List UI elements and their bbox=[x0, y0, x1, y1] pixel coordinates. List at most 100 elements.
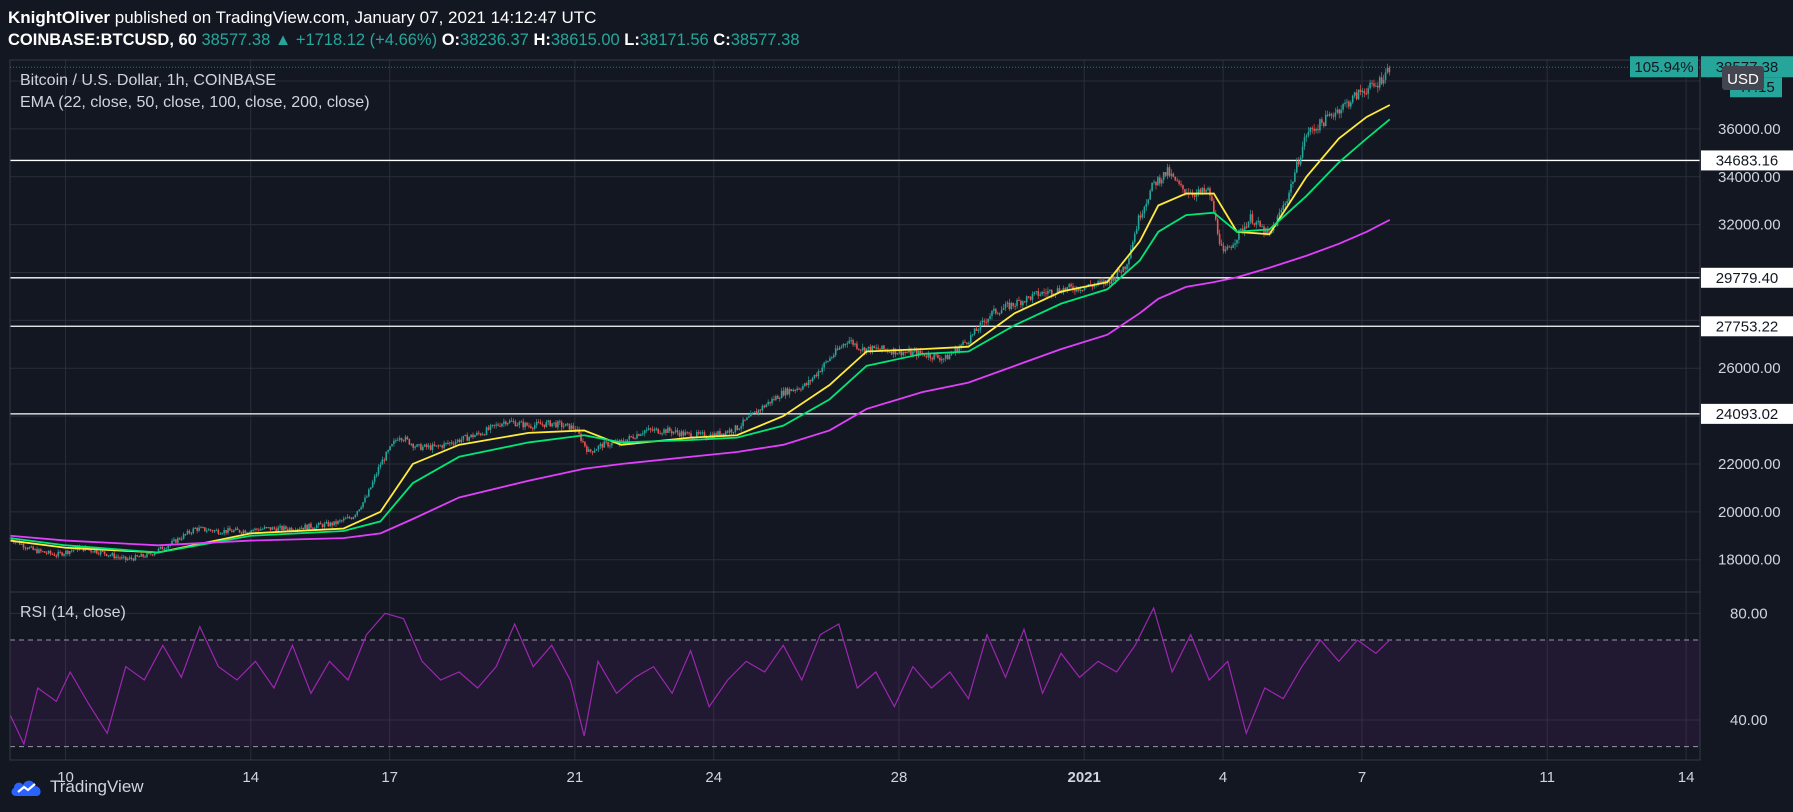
candle-body bbox=[778, 398, 781, 400]
currency-badge[interactable]: USD bbox=[1722, 66, 1764, 90]
candle-body bbox=[1068, 284, 1070, 288]
symbol-label[interactable]: COINBASE:BTCUSD, 60 bbox=[8, 31, 197, 49]
candle-body bbox=[319, 522, 322, 525]
candle-body bbox=[26, 548, 29, 550]
candle-body bbox=[175, 539, 177, 543]
candle-body bbox=[325, 521, 328, 524]
candle-body bbox=[518, 422, 521, 426]
candle-body bbox=[346, 516, 349, 519]
y-tick-label: 18000.00 bbox=[1718, 552, 1781, 569]
candle-body bbox=[935, 354, 937, 356]
candle-body bbox=[215, 529, 218, 531]
candle-body bbox=[530, 426, 532, 428]
candle-body bbox=[1047, 291, 1049, 294]
candle-body bbox=[277, 527, 279, 532]
author-name[interactable]: KnightOliver bbox=[8, 8, 111, 27]
candle-body bbox=[761, 405, 764, 411]
candle-body bbox=[777, 396, 779, 399]
candle-body bbox=[53, 554, 56, 556]
candle-body bbox=[117, 556, 119, 558]
candle-body bbox=[265, 527, 268, 529]
candle-body bbox=[408, 438, 411, 445]
candle-body bbox=[603, 441, 606, 448]
candle-body bbox=[883, 345, 885, 350]
candle-body bbox=[1110, 276, 1113, 284]
candle-body bbox=[1369, 82, 1371, 89]
candle-body bbox=[200, 527, 202, 529]
candle-body bbox=[49, 550, 52, 554]
candle-body bbox=[497, 424, 499, 426]
candle-body bbox=[771, 398, 773, 404]
candle-body bbox=[123, 556, 125, 558]
candle-body bbox=[1162, 172, 1165, 180]
low-value: 38171.56 bbox=[639, 31, 709, 49]
candle-body bbox=[231, 530, 233, 533]
candle-body bbox=[342, 518, 345, 521]
symbol-legend[interactable]: Bitcoin / U.S. Dollar, 1h, COINBASE bbox=[20, 72, 276, 90]
candle-body bbox=[1371, 82, 1373, 84]
candle-body bbox=[1070, 284, 1072, 287]
candle-body bbox=[443, 443, 445, 448]
candle-body bbox=[1346, 101, 1348, 103]
candle-body bbox=[1079, 289, 1082, 291]
y-tick-label: 34000.00 bbox=[1718, 169, 1781, 186]
candle-body bbox=[767, 401, 769, 405]
candle-body bbox=[597, 445, 600, 450]
candle-body bbox=[971, 334, 974, 336]
level-tag-label: 24093.02 bbox=[1716, 406, 1779, 423]
candle-body bbox=[406, 436, 409, 439]
candle-body bbox=[254, 528, 256, 530]
candle-body bbox=[655, 428, 658, 430]
candle-body bbox=[657, 428, 660, 434]
candle-body bbox=[958, 347, 960, 353]
candle-body bbox=[1367, 88, 1369, 94]
candle-body bbox=[364, 497, 366, 503]
candle-body bbox=[1108, 281, 1111, 284]
candle-body bbox=[557, 421, 559, 428]
candle-body bbox=[1315, 129, 1317, 131]
candle-body bbox=[460, 439, 463, 443]
candle-body bbox=[468, 437, 470, 441]
candle-body bbox=[1043, 291, 1045, 293]
candle-body bbox=[705, 437, 708, 439]
candle-body bbox=[449, 442, 451, 444]
candle-body bbox=[1351, 95, 1354, 103]
candle-body bbox=[171, 540, 173, 544]
candle-body bbox=[968, 342, 970, 344]
rsi-legend[interactable]: RSI (14, close) bbox=[20, 604, 126, 622]
candle-body bbox=[755, 411, 758, 414]
candle-body bbox=[339, 520, 341, 522]
candle-body bbox=[1361, 90, 1364, 92]
candle-body bbox=[744, 419, 746, 421]
candle-body bbox=[352, 517, 355, 520]
candle-body bbox=[464, 434, 467, 436]
candle-body bbox=[1151, 182, 1153, 191]
candle-body bbox=[568, 423, 571, 430]
candle-body bbox=[474, 435, 476, 438]
candle-body bbox=[859, 349, 862, 351]
candle-body bbox=[1338, 109, 1341, 114]
candle-body bbox=[717, 431, 719, 437]
candle-body bbox=[807, 380, 810, 386]
legend-ema: EMA (22, close, 50, close, 100, close, 2… bbox=[20, 94, 370, 111]
ema-legend[interactable]: EMA (22, close, 50, close, 100, close, 2… bbox=[20, 94, 370, 112]
candle-body bbox=[792, 389, 795, 392]
candle-body bbox=[1295, 161, 1298, 173]
candle-body bbox=[375, 474, 378, 477]
candle-body bbox=[1243, 226, 1246, 232]
candle-body bbox=[356, 511, 359, 515]
candle-body bbox=[732, 431, 735, 433]
candle-body bbox=[368, 489, 370, 497]
candle-body bbox=[948, 354, 951, 360]
candle-body bbox=[103, 551, 106, 554]
candle-body bbox=[996, 313, 999, 315]
ema-line-ema22 bbox=[9, 104, 1391, 554]
candle-body bbox=[510, 420, 513, 422]
candle-body bbox=[1326, 114, 1329, 116]
candle-body bbox=[721, 433, 723, 436]
candle-body bbox=[124, 556, 127, 561]
candle-body bbox=[850, 340, 852, 342]
candle-body bbox=[680, 431, 683, 437]
brand-footer[interactable]: TradingView bbox=[10, 776, 144, 798]
